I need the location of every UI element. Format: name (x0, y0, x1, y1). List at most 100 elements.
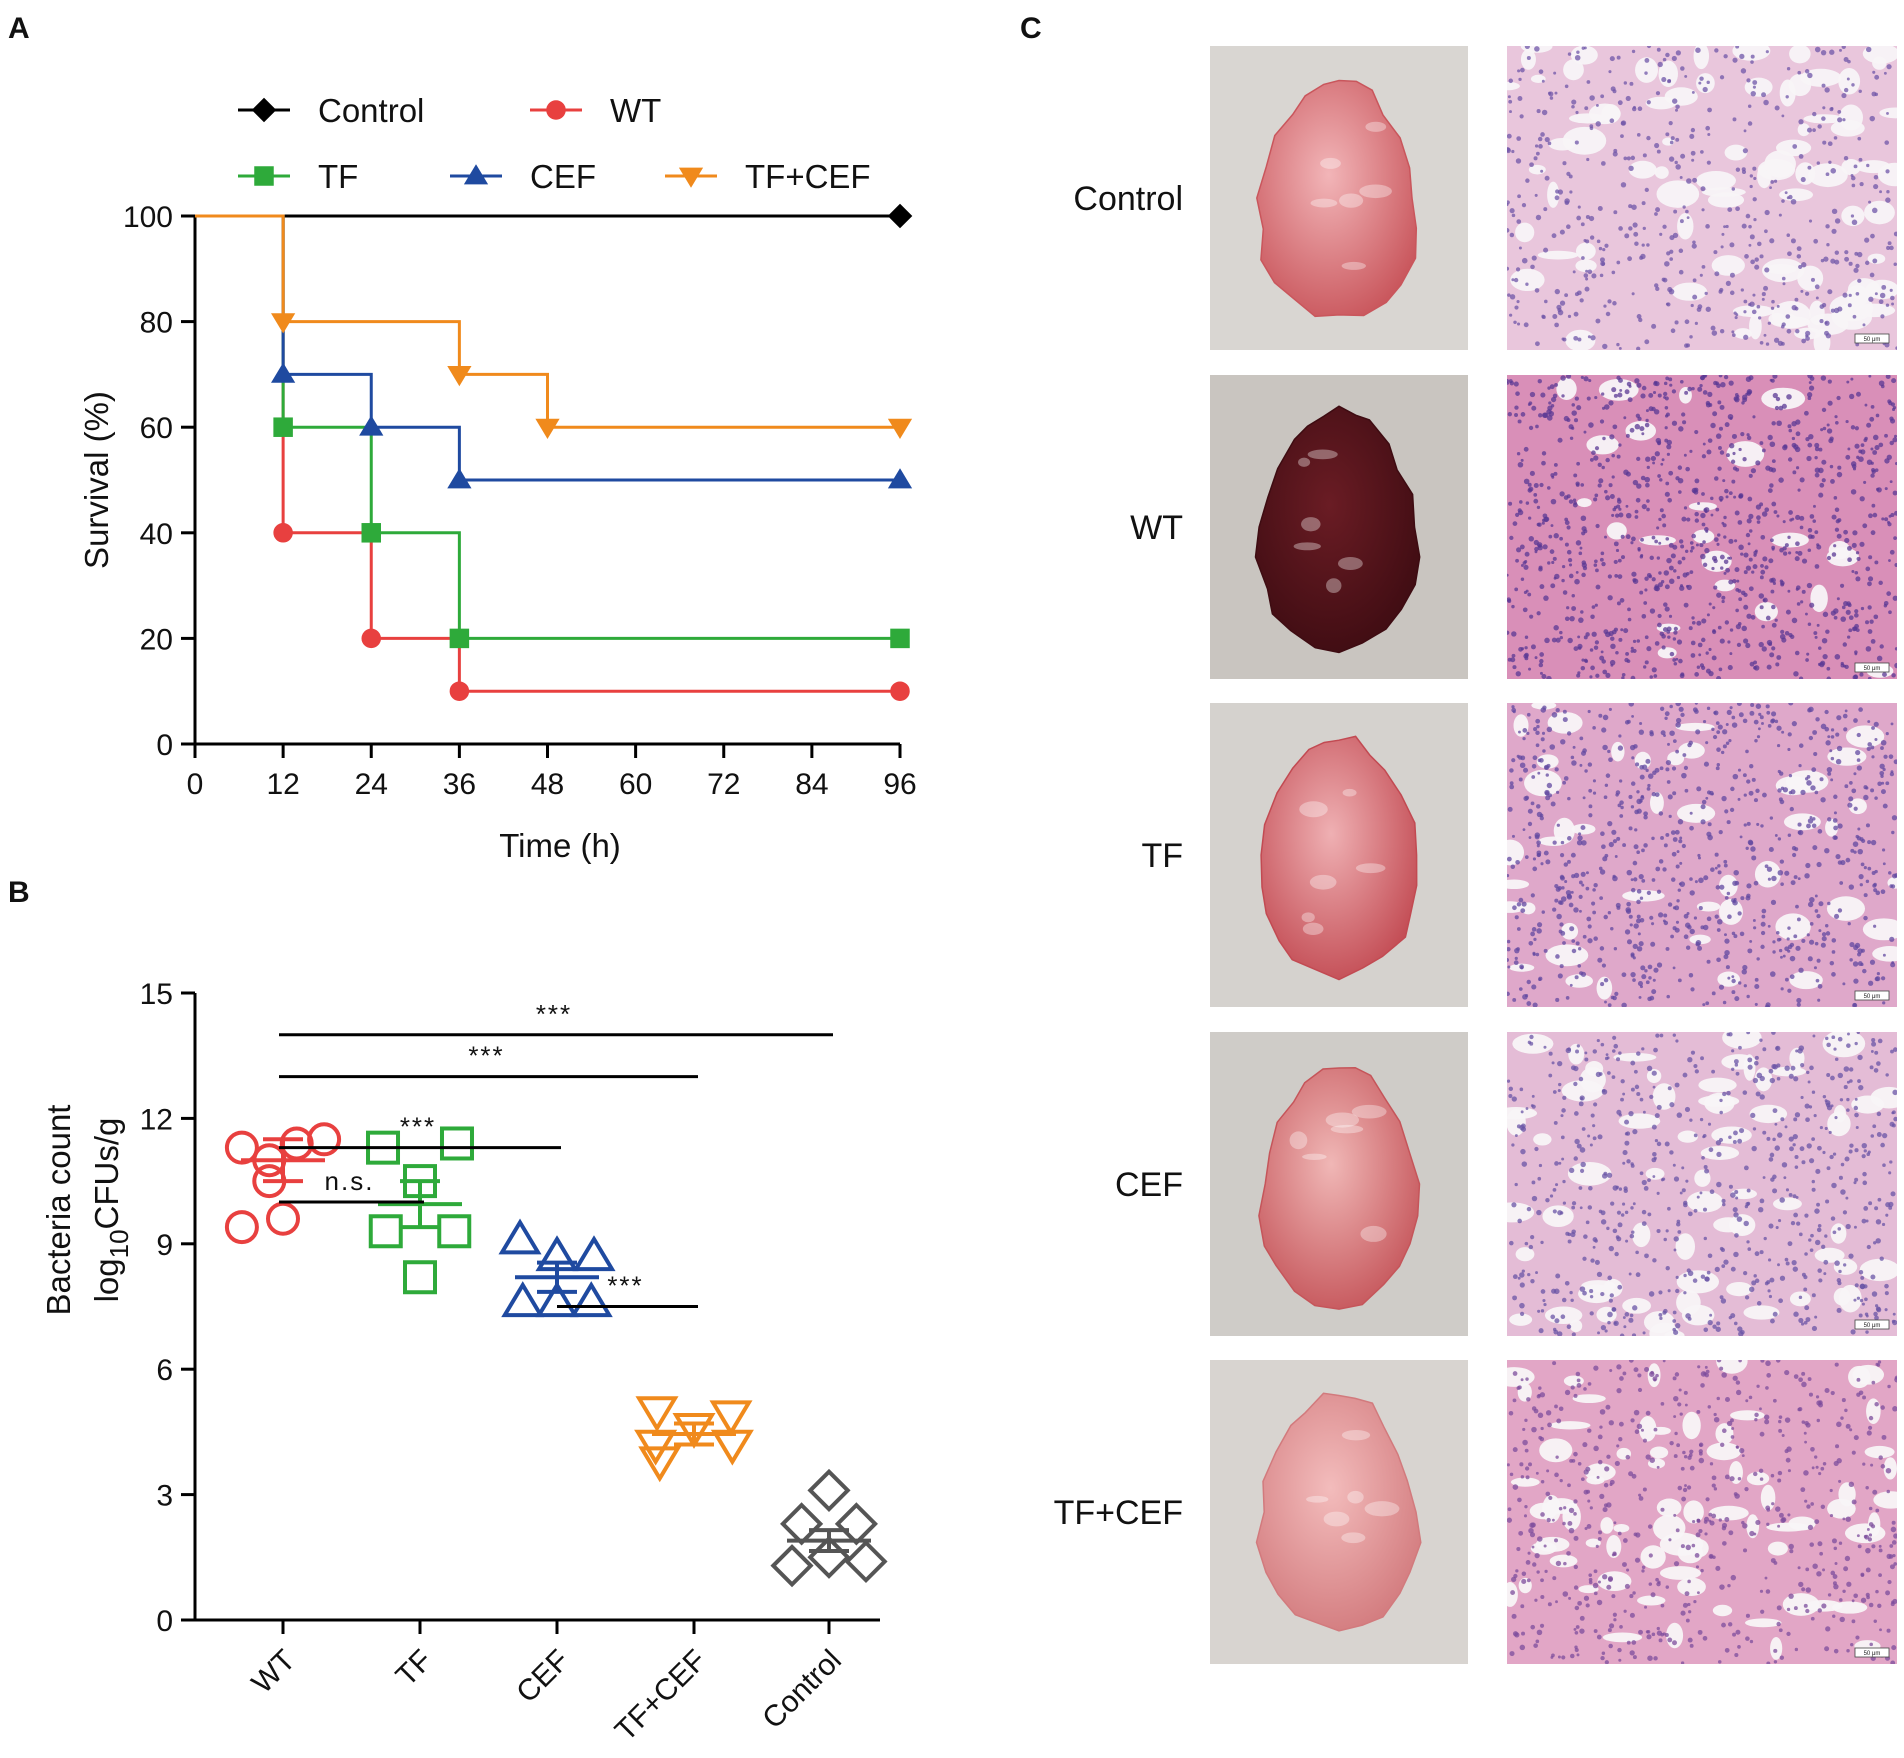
cell-nucleus (1804, 69, 1810, 74)
cell-nucleus (1807, 1377, 1812, 1381)
cell-nucleus (1651, 577, 1656, 582)
cell-nucleus (1527, 592, 1532, 597)
cell-nucleus (1592, 910, 1597, 915)
cell-nucleus (1803, 1320, 1808, 1325)
cell-nucleus (1724, 1397, 1731, 1403)
cell-nucleus (1806, 1070, 1810, 1075)
cell-nucleus (1603, 1171, 1608, 1176)
cell-nucleus (1604, 853, 1609, 858)
cell-nucleus (1618, 346, 1622, 350)
cell-nucleus (1595, 121, 1601, 127)
cell-nucleus (1746, 389, 1753, 395)
cell-nucleus (1598, 713, 1603, 718)
cell-nucleus (1601, 262, 1605, 266)
cell-nucleus (1751, 570, 1755, 574)
cell-nucleus (1591, 901, 1596, 906)
cell-nucleus (1668, 614, 1673, 618)
cell-nucleus (1632, 943, 1638, 949)
cell-nucleus (1655, 866, 1661, 872)
cell-nucleus (1620, 534, 1625, 539)
cell-nucleus (1646, 787, 1651, 791)
cell-nucleus (1770, 718, 1775, 724)
cell-nucleus (1702, 390, 1708, 395)
cell-nucleus (1635, 497, 1641, 503)
cell-nucleus (1527, 1551, 1531, 1555)
cell-nucleus (1773, 179, 1778, 183)
alveolar-space (1507, 1582, 1518, 1607)
cell-nucleus (1578, 1186, 1583, 1190)
cell-nucleus (1810, 1616, 1815, 1621)
cell-nucleus (1664, 438, 1669, 443)
cell-nucleus (1597, 206, 1603, 212)
cell-nucleus (1701, 637, 1706, 643)
cell-nucleus (1748, 375, 1754, 381)
cell-nucleus (1886, 454, 1892, 460)
cell-nucleus (1660, 1632, 1664, 1637)
cell-nucleus (1798, 829, 1804, 836)
cell-nucleus (1779, 1197, 1785, 1203)
survival-x-axis-title: Time (h) (499, 827, 621, 864)
cell-nucleus (1607, 1577, 1613, 1582)
cell-nucleus (1707, 1319, 1713, 1326)
cell-nucleus (1843, 1263, 1847, 1267)
cell-nucleus (1714, 476, 1719, 481)
alveolar-space (1575, 242, 1596, 260)
cell-nucleus (1807, 1524, 1814, 1531)
alveolar-space (1789, 46, 1811, 64)
cell-nucleus (1833, 794, 1838, 799)
cell-nucleus (1801, 1371, 1806, 1376)
cell-nucleus (1771, 646, 1776, 651)
survival-point-tf-plus-cef (535, 418, 560, 440)
alveolar-space (1563, 59, 1584, 81)
cell-nucleus (1854, 1112, 1859, 1118)
cell-nucleus (1873, 1068, 1879, 1073)
cell-nucleus (1672, 1310, 1677, 1315)
cell-nucleus (1632, 648, 1637, 653)
cell-nucleus (1633, 1532, 1638, 1537)
alveolar-space (1846, 285, 1869, 307)
cell-nucleus (1656, 149, 1661, 154)
cell-nucleus (1825, 931, 1831, 936)
cell-nucleus (1510, 1590, 1516, 1595)
cell-nucleus (1648, 1553, 1653, 1558)
cell-nucleus (1814, 909, 1819, 913)
cell-nucleus (1727, 976, 1731, 980)
cell-nucleus (1515, 558, 1519, 563)
cell-nucleus (1848, 615, 1854, 621)
cell-nucleus (1622, 1092, 1626, 1096)
alveolar-space (1698, 1095, 1740, 1107)
cell-nucleus (1868, 296, 1874, 302)
cell-nucleus (1705, 1369, 1710, 1374)
cell-nucleus (1669, 730, 1675, 736)
cell-nucleus (1738, 1331, 1744, 1336)
cell-nucleus (1537, 379, 1542, 384)
cell-nucleus (1626, 1159, 1631, 1164)
cell-nucleus (1722, 744, 1727, 749)
cell-nucleus (1868, 1506, 1873, 1511)
cell-nucleus (1509, 232, 1515, 238)
cell-nucleus (1790, 1065, 1796, 1071)
cell-nucleus (1593, 645, 1599, 650)
cell-nucleus (1857, 961, 1863, 966)
cell-nucleus (1680, 66, 1685, 71)
cell-nucleus (1781, 637, 1787, 643)
cell-nucleus (1793, 1374, 1799, 1379)
cell-nucleus (1707, 133, 1711, 137)
cell-nucleus (1530, 1234, 1535, 1240)
cell-nucleus (1525, 1377, 1529, 1381)
cell-nucleus (1541, 79, 1545, 83)
cell-nucleus (1611, 1553, 1615, 1557)
cell-nucleus (1612, 1612, 1617, 1617)
cell-nucleus (1569, 1458, 1574, 1463)
cell-nucleus (1728, 443, 1735, 449)
cell-nucleus (1880, 789, 1886, 795)
cell-nucleus (1634, 1429, 1640, 1435)
cell-nucleus (1849, 1428, 1853, 1432)
bacteria-y-tick-label: 3 (156, 1480, 173, 1513)
cell-nucleus (1665, 537, 1670, 541)
alveolar-space (1715, 1423, 1734, 1445)
cell-nucleus (1845, 1223, 1851, 1230)
cell-nucleus (1637, 548, 1641, 552)
cell-nucleus (1754, 738, 1758, 743)
